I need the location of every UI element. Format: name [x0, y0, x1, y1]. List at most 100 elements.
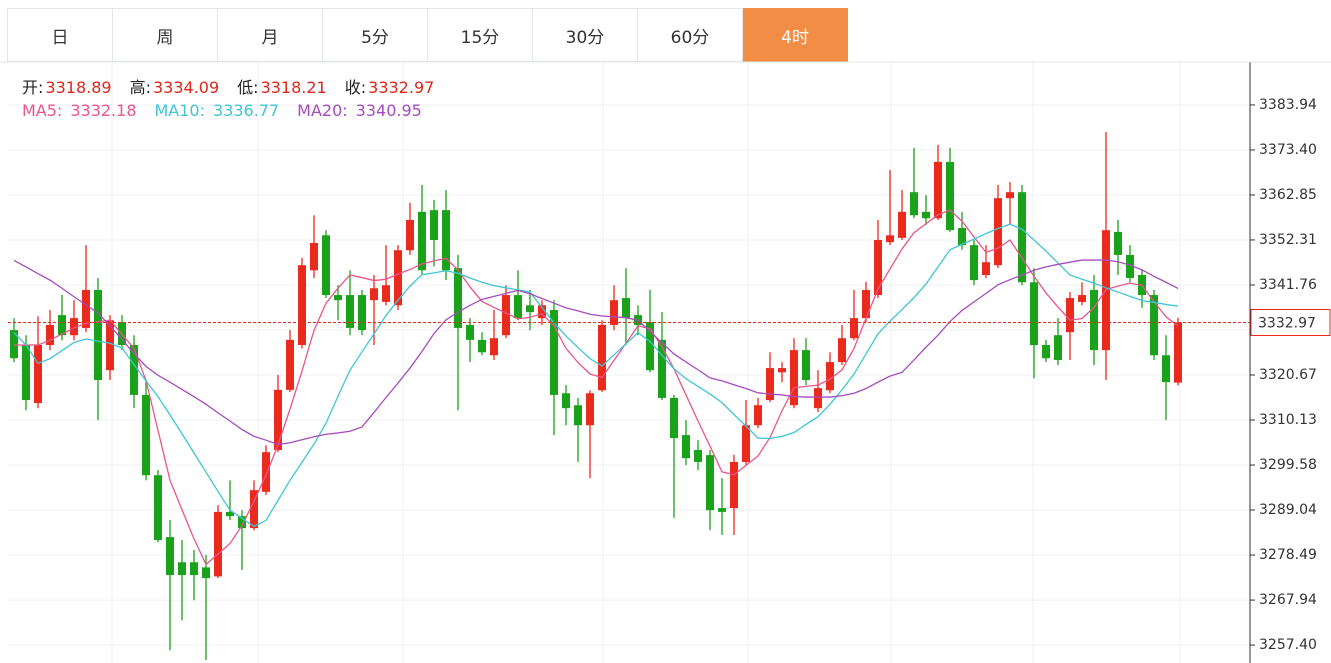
ohlc-key: 高: [129, 78, 151, 97]
y-tick-label: 3352.31 [1259, 232, 1317, 248]
last-price-tag [1250, 309, 1331, 337]
candle-body [790, 350, 798, 406]
candle-body [394, 250, 402, 306]
candle-body [1054, 335, 1062, 360]
candle-body [970, 245, 978, 281]
candle-body [706, 455, 714, 511]
y-tick-label: 3341.76 [1259, 277, 1317, 293]
candle-body [82, 289, 90, 328]
candle-body [538, 305, 546, 319]
candle-body [250, 490, 258, 529]
candle-body [958, 228, 966, 246]
candle-body [166, 537, 174, 576]
candle-body [814, 388, 822, 409]
candle-body [1030, 282, 1038, 345]
candle-body [1018, 192, 1026, 283]
y-tick-label: 3373.40 [1259, 142, 1317, 158]
y-tick-label: 3320.67 [1259, 367, 1317, 383]
candle-body [1126, 254, 1134, 278]
candle-body [1114, 231, 1122, 255]
candle-body [562, 393, 570, 409]
legend-value: 3336.77 [213, 101, 280, 120]
candle-body [406, 219, 414, 251]
y-tick-label: 3362.85 [1259, 187, 1317, 203]
ma-line [14, 209, 1179, 566]
candle-body [718, 508, 726, 512]
candle-body [46, 324, 54, 345]
candle-body [490, 338, 498, 356]
candle-body [202, 567, 210, 579]
candle-body [370, 288, 378, 301]
ohlc-header: 开: 3318.89 高: 3334.09 低: 3318.21 收: 3332.97 [22, 74, 452, 98]
candle-body [262, 452, 270, 492]
legend-name: MA20: [297, 101, 348, 120]
candle-body [1006, 192, 1014, 199]
candle-body [454, 268, 462, 328]
candle-body [478, 339, 486, 353]
ohlc-key: 开: [22, 78, 44, 97]
candle-body [934, 161, 942, 219]
candle-body [874, 239, 882, 296]
candle-body [466, 324, 474, 340]
candle-body [346, 295, 354, 328]
candle-body [658, 339, 666, 398]
candle-body [982, 262, 990, 275]
ohlc-value: 3332.97 [368, 78, 435, 97]
candle-body [622, 298, 630, 319]
candle-body [1150, 295, 1158, 356]
ohlc-value: 3318.89 [45, 78, 112, 97]
candle-body [646, 321, 654, 371]
ohlc-value: 3334.09 [152, 78, 220, 97]
candle-body [910, 192, 918, 216]
candle-body [190, 562, 198, 576]
candle-body [442, 210, 450, 271]
candle-body [70, 318, 78, 336]
candle-body [1090, 289, 1098, 351]
candle-body [514, 295, 522, 319]
candle-body [94, 289, 102, 381]
candle-body [586, 393, 594, 426]
y-tick-label: 3383.94 [1259, 97, 1317, 113]
legend-value: 3332.18 [70, 101, 137, 120]
candle-body [286, 339, 294, 390]
candle-body [322, 235, 330, 296]
candle-body [58, 315, 66, 336]
ohlc-key: 收: [344, 78, 367, 97]
candle-body [214, 511, 222, 577]
candle-body [850, 318, 858, 339]
candle-body [922, 211, 930, 219]
candle-body [862, 289, 870, 319]
candle-body [670, 397, 678, 439]
y-tick-label: 3310.13 [1259, 412, 1317, 428]
y-tick-label: 3278.49 [1259, 547, 1317, 563]
candle-body [694, 450, 702, 462]
candle-body [226, 511, 234, 517]
y-tick-label: 3289.04 [1259, 502, 1317, 518]
candle-body [10, 330, 18, 359]
candle-body [178, 562, 186, 576]
candle-body [502, 295, 510, 336]
candle-body [358, 295, 366, 331]
candle-body [550, 309, 558, 395]
candle-body [298, 265, 306, 345]
candle-body [778, 368, 786, 373]
y-tick-label: 3257.40 [1259, 637, 1317, 653]
candle-body [802, 350, 810, 381]
candle-body [334, 295, 342, 301]
candle-body [886, 235, 894, 243]
candle-body [598, 324, 606, 391]
candle-body [1066, 298, 1074, 333]
candle-body [610, 300, 618, 325]
candle-body [274, 389, 282, 451]
candle-body [142, 394, 150, 476]
candle-body [130, 344, 138, 395]
candle-body [310, 242, 318, 271]
candle-body [946, 161, 954, 231]
candle-body [742, 425, 750, 462]
y-tick-label: 3267.94 [1259, 592, 1317, 608]
legend: MA5: 3332.18 MA10: 3336.77 MA20: 3340.95 [22, 101, 440, 120]
candle-body [898, 211, 906, 238]
candle-body [22, 344, 30, 401]
